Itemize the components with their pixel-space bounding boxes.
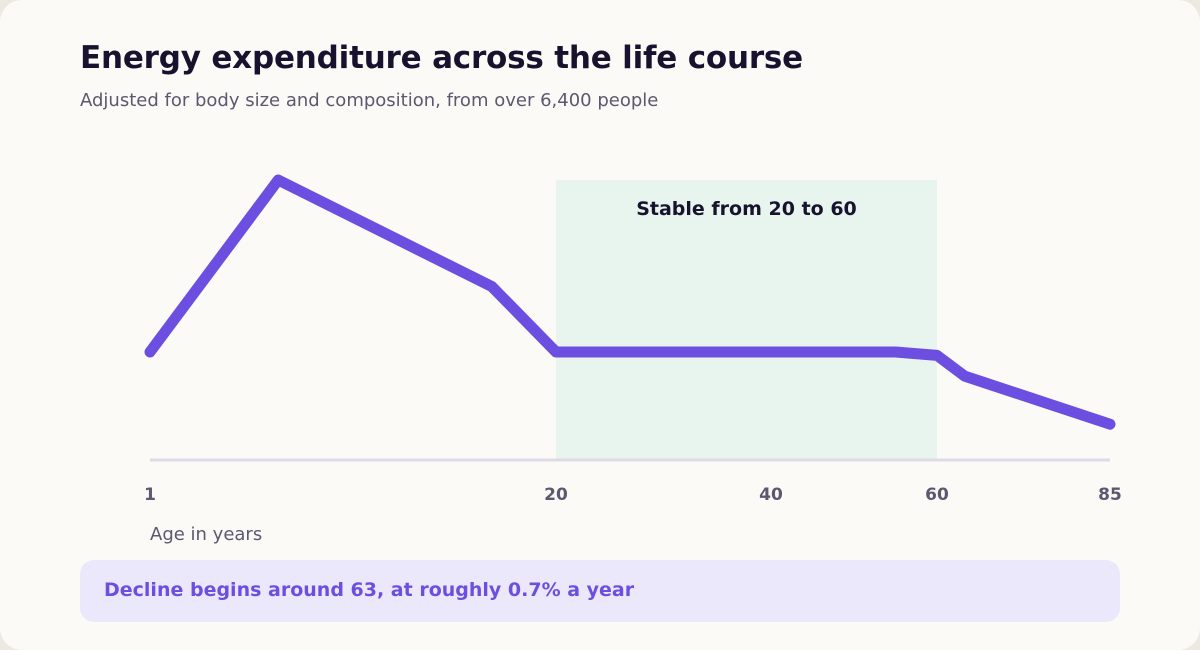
energy-expenditure-line (144, 174, 1116, 430)
stable-range-band (556, 180, 937, 460)
chart-area: Stable from 20 to 60 1 20 40 60 85 Age in ye… (144, 174, 1122, 545)
callout-box: Decline begins around 63, at roughly 0.7… (80, 560, 1120, 622)
chart-subtitle: Adjusted for body size and composition, … (80, 90, 659, 111)
stable-range-label: Stable from 20 to 60 (636, 198, 857, 220)
x-tick-label-40: 40 (759, 485, 783, 505)
x-tick-label-20: 20 (544, 485, 568, 505)
x-tick-label-85: 85 (1098, 485, 1122, 505)
x-axis-title: Age in years (150, 524, 262, 545)
callout-text: Decline begins around 63, at roughly 0.7… (104, 579, 635, 601)
chart-title: Energy expenditure across the life cours… (80, 40, 804, 76)
x-tick-label-60: 60 (925, 485, 949, 505)
x-tick-label-1: 1 (144, 485, 156, 505)
